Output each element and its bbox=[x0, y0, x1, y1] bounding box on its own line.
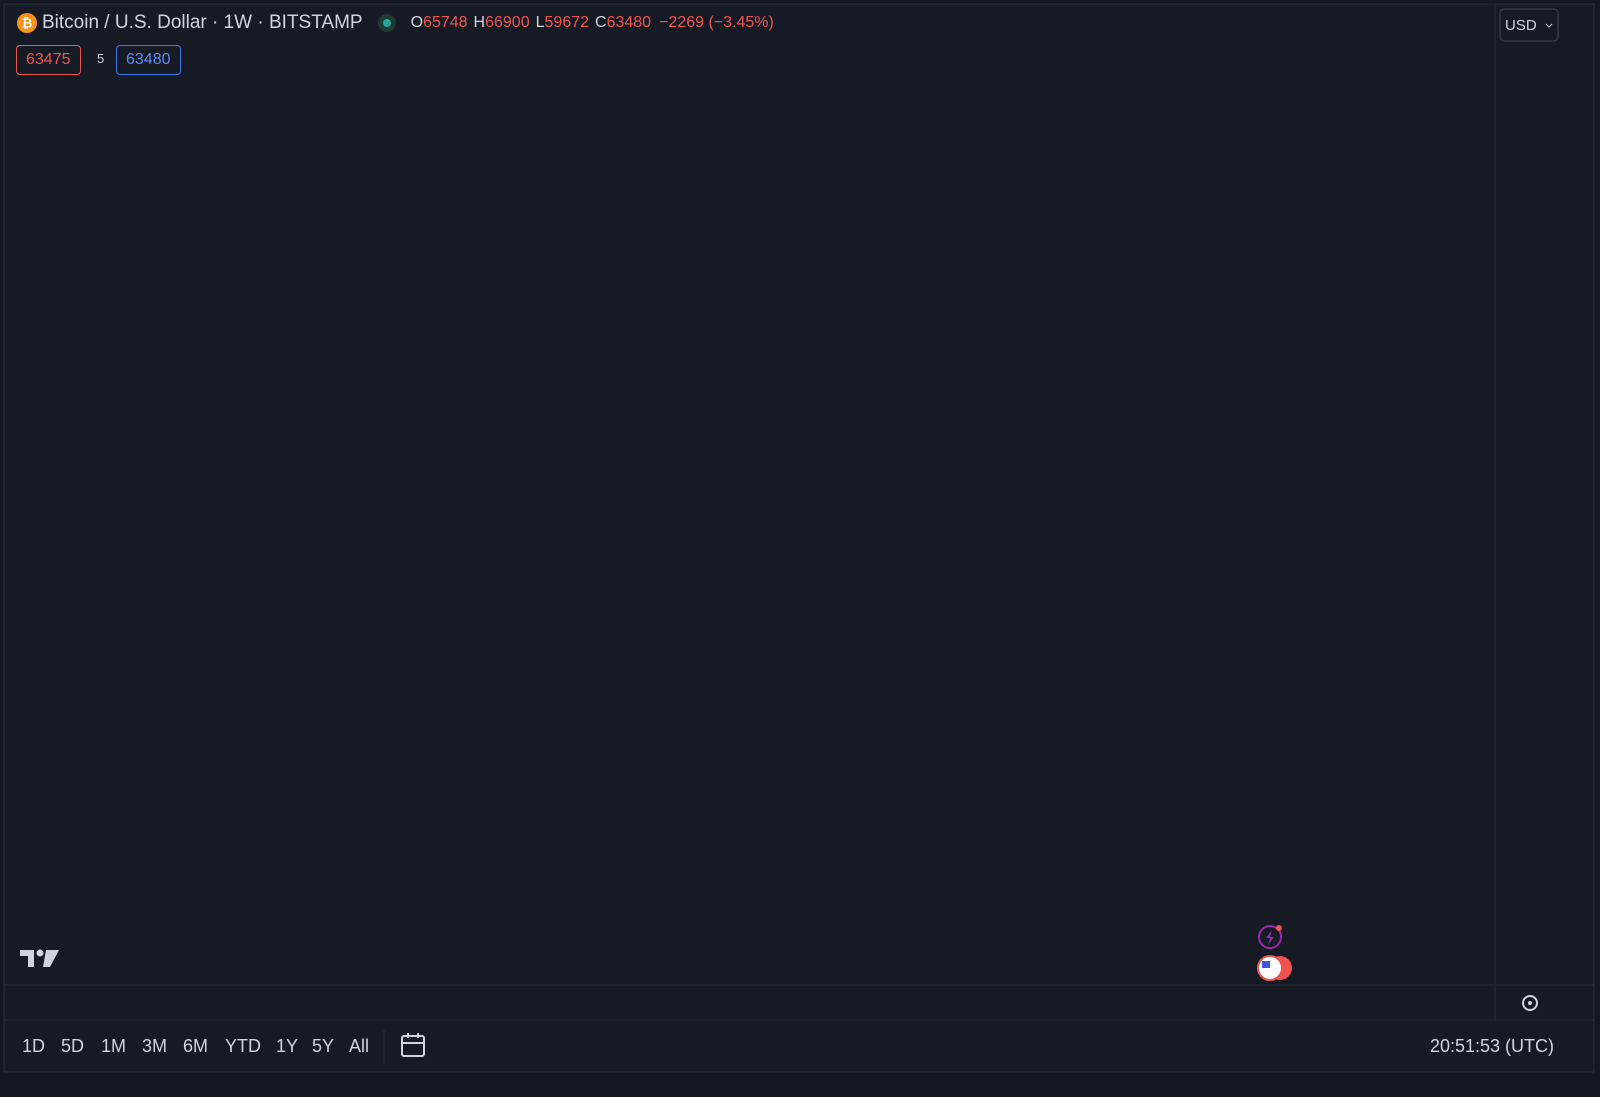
currency-dropdown[interactable] bbox=[1499, 8, 1559, 42]
ohlc-l-label: L bbox=[535, 14, 545, 31]
panel bbox=[3, 3, 1595, 1073]
market-status bbox=[377, 14, 396, 32]
range-button[interactable]: 1D bbox=[22, 1036, 46, 1056]
bitcoin-icon: ₿ bbox=[17, 13, 37, 33]
sell-price[interactable]: 63475 bbox=[16, 45, 81, 75]
ohlc-o-label: O bbox=[410, 14, 424, 31]
range-button[interactable]: 5Y bbox=[312, 1036, 335, 1056]
range-button[interactable]: 5D bbox=[61, 1036, 85, 1056]
clock: 20:51:53 (UTC) bbox=[1429, 1036, 1554, 1056]
ohlc-high: 66900 bbox=[485, 14, 530, 31]
ohlc-h-label: H bbox=[473, 14, 486, 31]
range-button[interactable]: All bbox=[349, 1036, 370, 1056]
range-button[interactable]: YTD bbox=[225, 1036, 261, 1056]
range-button[interactable]: 1Y bbox=[276, 1036, 299, 1056]
settings-icon[interactable] bbox=[1522, 995, 1538, 1011]
price-change: −2269 (−3.45%) bbox=[659, 14, 774, 31]
ohlc-close: 63480 bbox=[606, 14, 652, 31]
spread: 5 bbox=[97, 51, 105, 66]
symbol-header: ₿ Bitcoin / U.S. Dollar · 1W · BITSTAMP … bbox=[16, 12, 774, 34]
tradingview-logo bbox=[20, 949, 59, 967]
ohlc-open: 65748 bbox=[423, 14, 468, 31]
symbol-title: Bitcoin / U.S. Dollar · 1W · BITSTAMP bbox=[42, 12, 363, 33]
ohlc-low: 59672 bbox=[544, 14, 590, 31]
currency-label[interactable]: USD bbox=[1505, 17, 1537, 34]
event-icons bbox=[1257, 925, 1292, 981]
ohlc-c-label: C bbox=[595, 14, 607, 31]
buy-price[interactable]: 63480 bbox=[116, 45, 181, 75]
svg-text:₿: ₿ bbox=[22, 15, 33, 30]
date-range-icon[interactable] bbox=[401, 1033, 425, 1057]
range-button[interactable]: 6M bbox=[183, 1036, 209, 1056]
dropdown-caret bbox=[1545, 23, 1553, 28]
range-button[interactable]: 3M bbox=[142, 1036, 168, 1056]
range-button[interactable]: 1M bbox=[101, 1036, 127, 1056]
